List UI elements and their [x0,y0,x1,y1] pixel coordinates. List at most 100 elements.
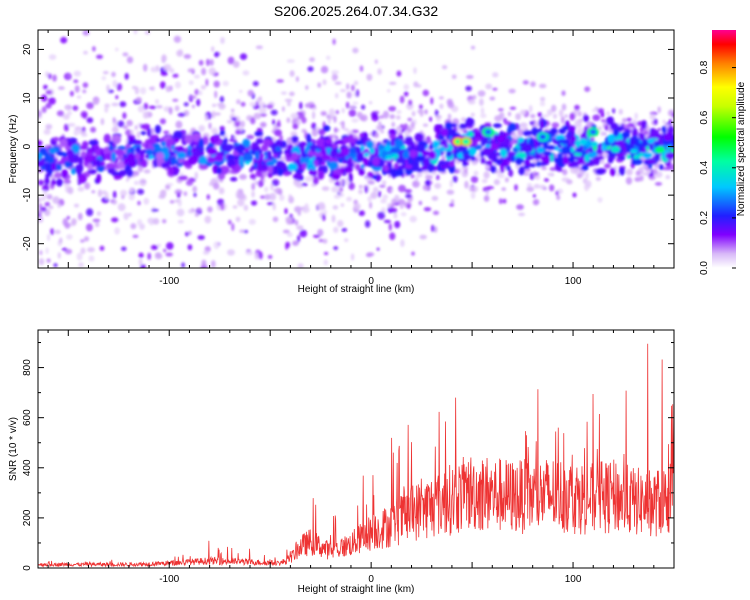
heat-cell [410,174,415,179]
heat-cell [282,229,290,234]
heat-cell [161,54,167,63]
heat-cell [230,165,236,170]
heat-cell [230,108,235,113]
heat-cell [383,219,391,224]
heat-cell [86,117,94,124]
heat-cell [367,171,374,178]
heat-cell [318,238,324,243]
heat-cell [38,258,45,266]
heat-cell [485,190,489,196]
heat-cell [317,82,322,88]
heat-cell [492,72,499,78]
heat-cell [137,165,144,173]
heat-peak [463,139,469,145]
heat-cell [145,139,150,146]
heat-cell [272,119,276,126]
heat-cell [38,203,43,209]
heat-cell [230,177,238,182]
heat-cell [480,107,485,115]
heat-cell [302,162,307,171]
heat-cell [66,73,72,78]
heat-cell [120,189,128,197]
heat-cell [467,99,476,105]
heat-cell [601,144,607,152]
heat-cell [264,194,272,200]
heat-cell [653,118,658,125]
heat-cell [408,99,413,106]
heat-cell [308,169,314,176]
heat-cell [316,138,326,148]
heat-cell [140,131,147,136]
heat-cell [255,169,262,177]
heat-cell [106,84,110,92]
heat-cell [557,153,563,159]
heat-cell [339,187,344,192]
heat-cell [285,152,290,160]
heat-cell [256,161,263,172]
heat-cell [369,101,373,105]
heat-cell [433,226,438,233]
heat-cell [568,156,575,163]
heat-cell [284,208,288,215]
heat-cell [130,129,134,136]
heat-cell [179,172,184,176]
heat-cell [470,188,476,192]
heat-cell [126,169,134,177]
heat-cell [126,119,133,127]
heat-cell [145,154,150,160]
heat-cell [321,153,331,161]
heat-cell [172,73,179,78]
heat-cell [364,152,370,157]
heat-cell [670,148,674,153]
heat-cell [94,148,101,155]
heat-cell [291,152,299,161]
heat-cell [242,138,251,148]
heat-cell [111,71,116,78]
heat-cell [366,73,373,81]
heat-cell [278,188,283,196]
heat-cell [477,90,486,97]
heat-cell [177,220,184,224]
heat-cell [514,184,518,191]
heat-cell [138,150,145,156]
heat-cell [505,165,511,171]
heat-cell [465,85,472,92]
heat-cell [635,170,641,176]
heat-cell [67,110,72,116]
heat-cell [483,195,490,202]
heat-cell [74,126,82,131]
heat-cell [128,193,135,201]
heat-cell [151,208,159,212]
heat-cell [566,130,573,140]
heat-cell [112,200,118,205]
heat-cell [288,194,292,198]
heat-cell [87,247,95,253]
heat-cell [515,113,521,121]
heat-cell [549,167,557,171]
heat-cell [334,127,338,133]
heat-cell [67,123,76,127]
heat-cell [662,166,671,171]
heat-cell [509,106,517,110]
heat-cell [473,170,479,176]
heat-cell [343,128,349,132]
heat-cell [196,98,201,107]
heat-cell [173,137,180,143]
heat-cell [649,144,654,151]
heat-cell [266,202,275,206]
heat-cell [346,91,352,99]
colorbar-tick-label: 0.8 [699,60,710,74]
heat-cell [449,179,453,188]
heat-cell [331,73,337,82]
heat-cell [435,115,442,119]
heat-cell [198,138,205,149]
heat-cell [643,130,648,136]
heat-cell [533,183,540,189]
heat-cell [486,186,495,190]
heat-cell [72,105,79,111]
heat-cell [501,187,507,192]
heat-cell [451,74,457,80]
snr-plot-area [38,330,674,568]
heat-cell [595,168,605,175]
heat-cell [40,94,48,102]
